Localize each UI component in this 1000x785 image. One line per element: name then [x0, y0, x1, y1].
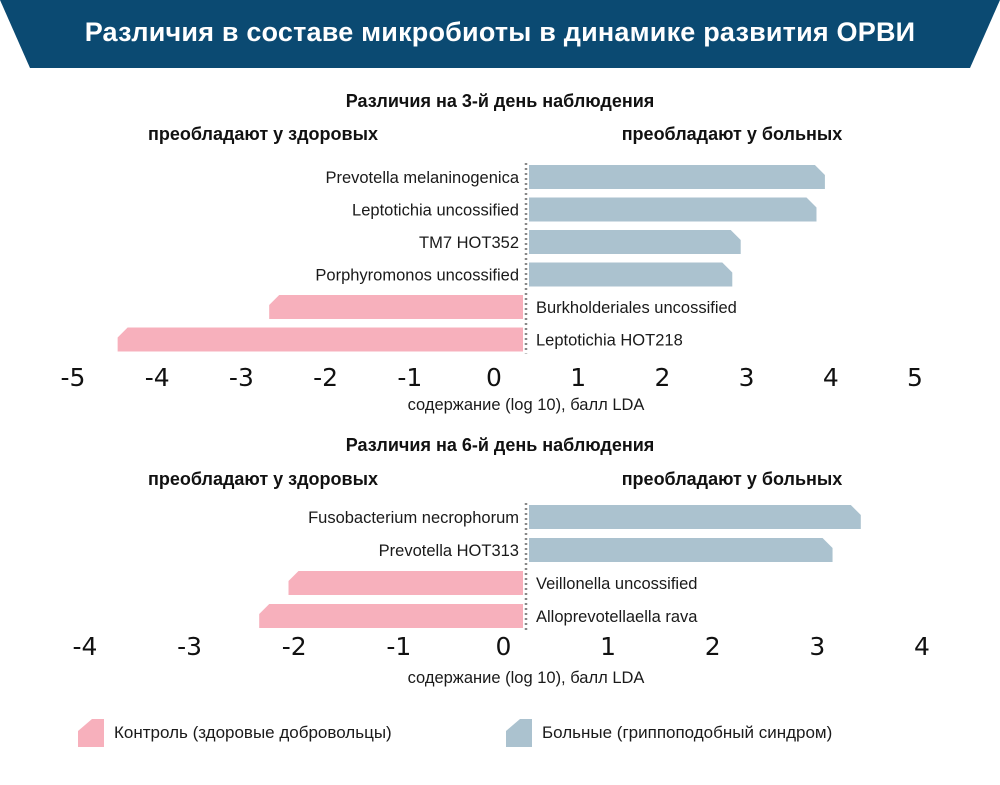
- chart-0-tick-label: -1: [397, 363, 422, 392]
- chart-1-bar: [259, 604, 523, 628]
- chart-1-bar-label: Prevotella HOT313: [379, 542, 519, 560]
- chart-0-x-axis-label: содержание (log 10), балл LDA: [408, 396, 645, 414]
- chart-1-tick-label: 0: [496, 632, 512, 661]
- chart-1-x-axis-label: содержание (log 10), балл LDA: [408, 669, 645, 687]
- chart-0-bar: [269, 295, 523, 319]
- chart-1-bar: [529, 538, 833, 562]
- chart-1-tick-label: -3: [177, 632, 202, 661]
- chart-1-tick-label: -4: [73, 632, 98, 661]
- chart-0-bar-label: Leptotichia uncossified: [352, 202, 519, 220]
- chart-1-bar: [288, 571, 523, 595]
- legend-label-sick: Больные (гриппоподобный синдром): [542, 723, 833, 742]
- chart-0-left-heading: преобладают у здоровых: [148, 124, 378, 144]
- chart-1-tick-label: 2: [705, 632, 721, 661]
- chart-0-tick-label: 4: [823, 363, 839, 392]
- chart-0-tick-label: -5: [61, 363, 86, 392]
- chart-1-bar-label: Veillonella uncossified: [536, 575, 697, 593]
- chart-0-title: Различия на 3-й день наблюдения: [346, 91, 655, 111]
- chart-1-right-heading: преобладают у больных: [622, 469, 843, 489]
- chart-0-tick-label: -2: [313, 363, 338, 392]
- chart-1-bar-label: Fusobacterium necrophorum: [308, 509, 519, 527]
- chart-1-left-heading: преобладают у здоровых: [148, 469, 378, 489]
- chart-0-bar: [529, 165, 825, 189]
- header-banner-shape: [0, 0, 1000, 68]
- chart-0-tick-label: 3: [739, 363, 755, 392]
- legend-swatch-healthy: [78, 719, 104, 747]
- chart-0-bar-label: Leptotichia HOT218: [536, 332, 683, 350]
- page-title: Различия в составе микробиоты в динамике…: [84, 17, 916, 47]
- chart-0-tick-label: 5: [907, 363, 923, 392]
- chart-1-title: Различия на 6-й день наблюдения: [346, 435, 655, 455]
- chart-1-tick-label: 4: [914, 632, 930, 661]
- legend-item-healthy: Контроль (здоровые добровольцы): [78, 716, 392, 750]
- chart-0-bar: [529, 262, 733, 287]
- legend-label-healthy: Контроль (здоровые добровольцы): [114, 723, 392, 742]
- chart-0-right-heading: преобладают у больных: [622, 124, 843, 144]
- chart-0-tick-label: -4: [145, 363, 170, 392]
- chart-1-tick-label: -1: [386, 632, 411, 661]
- chart-0-bar: [117, 327, 523, 352]
- chart-0-tick-label: -3: [229, 363, 254, 392]
- chart-1-bar: [529, 505, 861, 529]
- chart-0-tick-label: 1: [570, 363, 586, 392]
- chart-0-tick-label: 0: [486, 363, 502, 392]
- legend-swatch-sick: [506, 719, 532, 747]
- header-banner: Различия в составе микробиоты в динамике…: [0, 0, 1000, 68]
- chart-0-bar-label: Prevotella melaninogenica: [325, 169, 519, 187]
- chart-1-tick-label: 3: [809, 632, 825, 661]
- chart-0-bar-label: Porphyromonos uncossified: [315, 267, 519, 285]
- chart-1-tick-label: 1: [600, 632, 616, 661]
- chart-0-bar: [529, 230, 741, 254]
- chart-1-bar-label: Alloprevotellaella rava: [536, 608, 698, 626]
- chart-0-tick-label: 2: [654, 363, 670, 392]
- chart-0-bar-label: TM7 HOT352: [419, 234, 519, 252]
- chart-0-bar: [529, 197, 817, 222]
- legend-item-sick: Больные (гриппоподобный синдром): [506, 716, 832, 750]
- chart-0-bar-label: Burkholderiales uncossified: [536, 299, 737, 317]
- chart-1-tick-label: -2: [282, 632, 307, 661]
